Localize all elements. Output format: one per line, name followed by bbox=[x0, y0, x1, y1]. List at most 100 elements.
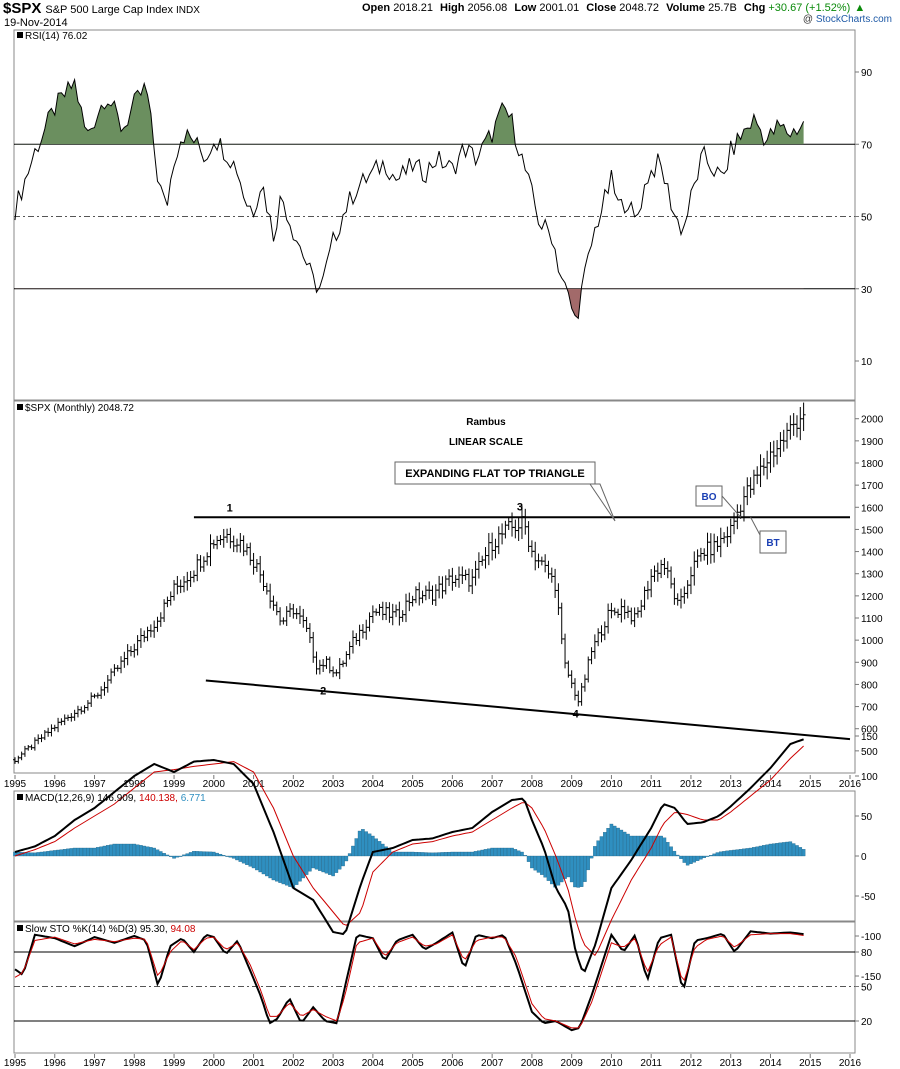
y-tick-label: 1400 bbox=[861, 548, 884, 559]
price-bar bbox=[765, 450, 770, 480]
macd-hist-bar bbox=[72, 847, 77, 857]
price-bar bbox=[685, 580, 690, 599]
macd-hist-bar bbox=[467, 851, 471, 857]
price-bar bbox=[165, 596, 170, 608]
price-bar bbox=[718, 527, 723, 558]
price-bar bbox=[437, 575, 442, 599]
macd-hist-bar bbox=[268, 855, 272, 879]
x-tick-label: 2009 bbox=[561, 779, 584, 790]
credit[interactable]: @ StockCharts.com bbox=[803, 14, 892, 25]
price-bar bbox=[208, 534, 213, 567]
chart-date: 19-Nov-2014 bbox=[4, 17, 68, 29]
macd-hist-bar bbox=[728, 850, 733, 857]
macd-hist-bar bbox=[791, 843, 796, 857]
header-symbol-line: $SPX S&P 500 Large Cap Index INDX bbox=[3, 0, 200, 17]
price-bar bbox=[82, 705, 87, 714]
macd-hist-bar bbox=[606, 828, 610, 857]
macd-hist-bar bbox=[626, 833, 630, 857]
macd-hist-bar bbox=[235, 855, 239, 861]
macd-hist-bar bbox=[563, 855, 567, 879]
sto-d-line bbox=[14, 933, 804, 1029]
macd-hist-bar bbox=[679, 855, 683, 859]
price-bar bbox=[447, 569, 452, 587]
credit-link[interactable]: StockCharts.com bbox=[815, 14, 892, 25]
y-tick-label: 90 bbox=[861, 68, 873, 79]
macd-hist-bar bbox=[155, 849, 160, 857]
macd-hist-bar bbox=[245, 855, 249, 865]
security-name: S&P 500 Large Cap Index bbox=[45, 4, 173, 16]
y-tick-label: 1200 bbox=[861, 592, 884, 603]
macd-hist-bar bbox=[566, 855, 571, 878]
price-bar bbox=[314, 651, 319, 675]
macd-hist-bar bbox=[66, 848, 70, 857]
macd-hist-bar bbox=[603, 832, 607, 857]
rsi-legend-swatch bbox=[17, 32, 23, 38]
price-bar bbox=[350, 630, 355, 654]
macd-hist-bar bbox=[795, 845, 799, 857]
price-bar bbox=[722, 532, 727, 544]
price-bar bbox=[649, 569, 654, 598]
price-bar bbox=[466, 568, 471, 592]
open-value: 2018.21 bbox=[393, 2, 433, 14]
macd-hist-bar bbox=[238, 855, 243, 862]
macd-hist-bar bbox=[497, 847, 501, 857]
price-bar bbox=[407, 592, 412, 612]
price-bar bbox=[417, 582, 422, 606]
price-bar bbox=[619, 598, 624, 623]
macd-hist-bar bbox=[251, 855, 256, 869]
price-bar bbox=[357, 624, 362, 647]
macd-legend-swatch bbox=[17, 794, 23, 800]
macd-hist-bar bbox=[384, 846, 388, 857]
x-tick-label: 2016 bbox=[839, 779, 862, 790]
macd-hist-bar bbox=[781, 842, 786, 857]
price-bar bbox=[705, 532, 710, 565]
macd-hist-bar bbox=[106, 845, 110, 857]
y-tick-label: -150 bbox=[861, 972, 881, 983]
price-bar bbox=[32, 737, 37, 751]
y-tick-label: 0 bbox=[861, 852, 867, 863]
macd-hist-bar bbox=[752, 847, 756, 857]
price-bar bbox=[433, 584, 438, 606]
price-bar bbox=[801, 402, 806, 432]
low-label: Low bbox=[514, 2, 537, 14]
price-bar bbox=[483, 547, 488, 569]
price-bar bbox=[317, 659, 322, 675]
y-tick-label: 1000 bbox=[861, 636, 884, 647]
macd-hist-bar bbox=[367, 833, 372, 857]
price-bar bbox=[198, 555, 203, 572]
price-bar bbox=[741, 486, 746, 522]
bt-label: BT bbox=[766, 538, 779, 549]
macd-hist-bar bbox=[745, 848, 750, 857]
macd-hist-bar bbox=[659, 835, 663, 857]
pivot-label-3: 3 bbox=[517, 502, 523, 514]
close-label: Close bbox=[586, 2, 617, 14]
x-tick-label: 2013 bbox=[720, 1058, 743, 1069]
sto-legend-swatch bbox=[17, 925, 23, 931]
x-tick-label: 2014 bbox=[759, 779, 782, 790]
macd-hist-bar bbox=[354, 838, 359, 857]
price-bar bbox=[728, 518, 733, 544]
y-tick-label: 900 bbox=[861, 658, 878, 669]
price-bar bbox=[42, 729, 47, 741]
price-bar bbox=[347, 641, 352, 660]
bo-label: BO bbox=[702, 492, 717, 503]
x-tick-label: 1998 bbox=[123, 1058, 146, 1069]
macd-hist-bar bbox=[510, 847, 514, 857]
macd-hist-bar bbox=[695, 855, 700, 861]
price-bar bbox=[496, 526, 501, 555]
macd-hist-bar bbox=[453, 851, 458, 857]
macd-hist-bar bbox=[76, 847, 80, 857]
price-bar bbox=[112, 664, 117, 677]
macd-hist-bar bbox=[520, 851, 524, 857]
exchange: INDX bbox=[175, 5, 200, 16]
price-bar bbox=[506, 516, 511, 531]
x-tick-label: 2000 bbox=[203, 779, 226, 790]
macd-hist-bar bbox=[182, 854, 186, 857]
price-bar bbox=[251, 552, 256, 575]
macd-hist-bar bbox=[715, 852, 720, 857]
macd-hist-bar bbox=[62, 849, 67, 857]
sto-title: Slow STO %K(14) %D(3) 95.30, 94.08 bbox=[25, 924, 196, 935]
price-bar bbox=[672, 577, 677, 605]
macd-hist-bar bbox=[427, 852, 431, 857]
macd-hist-bar bbox=[738, 849, 743, 857]
